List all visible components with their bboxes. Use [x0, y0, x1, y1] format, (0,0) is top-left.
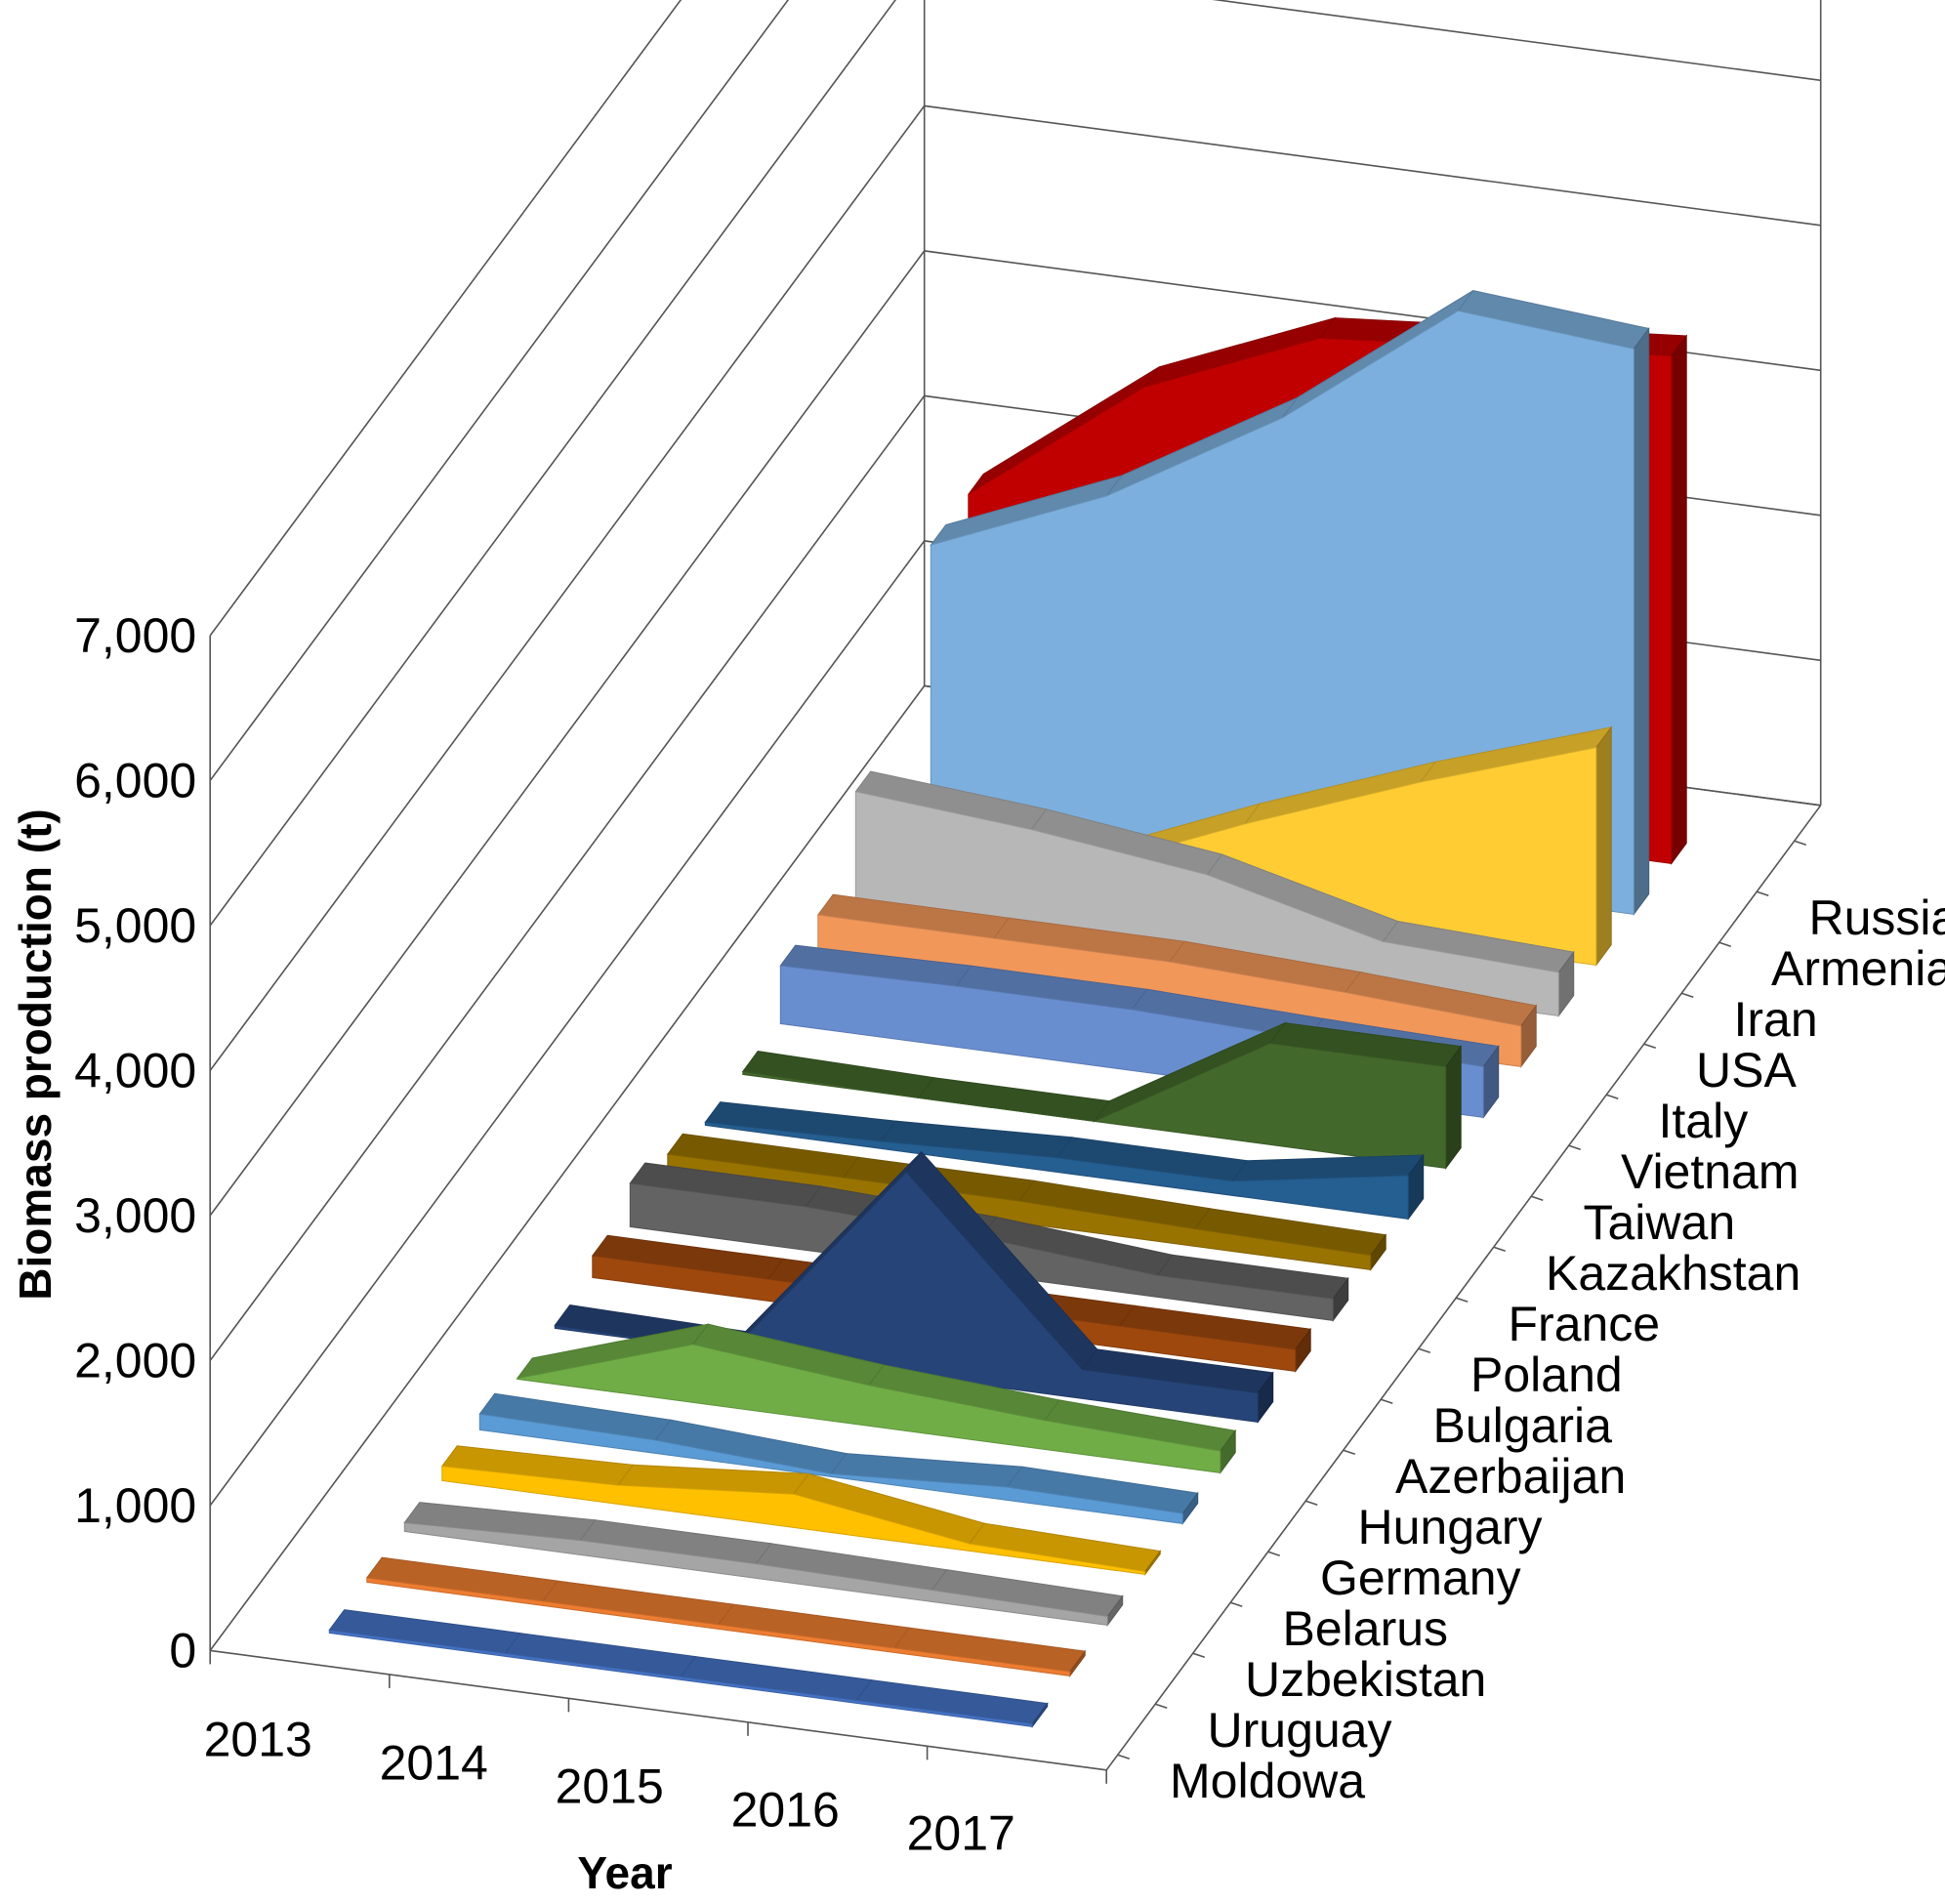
series-front-face	[704, 1121, 1409, 1220]
depth-tick-mark	[1418, 1347, 1431, 1353]
series-uzbekistan	[403, 1502, 1124, 1627]
x-tick-label: 2015	[556, 1759, 664, 1814]
series-azerbaijan	[554, 1150, 1274, 1424]
series-hungary	[516, 1323, 1237, 1474]
series-top-surface	[741, 1051, 935, 1098]
y-axis-title: Biomass production (t)	[10, 808, 61, 1300]
series-front-face	[328, 1629, 1033, 1727]
depth-tick-mark	[1343, 1449, 1356, 1455]
series-front-face	[366, 1577, 1071, 1676]
series-germany	[478, 1392, 1199, 1525]
floor-axes	[210, 805, 1822, 1771]
category-label-poland: Poland	[1470, 1347, 1623, 1402]
y-axis-ticks: 0 1,000 2,000 3,000 4,000 5,000 6,000 7,000	[74, 608, 196, 1678]
depth-tick-mark	[1718, 941, 1732, 947]
y-tick-label: 3,000	[74, 1188, 196, 1243]
x-tick-label: 2013	[204, 1713, 312, 1767]
depth-tick-mark	[1643, 1043, 1657, 1049]
x-axis-line	[210, 1649, 1107, 1771]
y-tick-label: 6,000	[74, 753, 196, 807]
y-tick-label: 4,000	[74, 1043, 196, 1097]
gridline	[209, 0, 1821, 927]
category-label-france: France	[1509, 1297, 1661, 1351]
category-label-bulgaria: Bulgaria	[1433, 1398, 1613, 1453]
series-belarus	[440, 1445, 1162, 1576]
series-category-labels: MoldowaUruguayUzbekistanBelarusGermanyHu…	[1117, 840, 1945, 1808]
series-end-face	[1445, 1045, 1462, 1170]
depth-tick-mark	[1117, 1754, 1131, 1759]
series-top-surface	[917, 1077, 1111, 1122]
category-label-hungary: Hungary	[1358, 1500, 1543, 1554]
x-tick-label: 2016	[731, 1783, 840, 1838]
category-label-germany: Germany	[1320, 1551, 1521, 1605]
chart-walls	[209, 0, 1822, 1651]
series-moldowa	[328, 1609, 1049, 1728]
series-top-surface	[855, 1679, 1049, 1724]
series-layer	[328, 290, 1688, 1728]
gridline	[209, 0, 683, 637]
series-front-face	[554, 1171, 1259, 1423]
depth-tick-mark	[1455, 1297, 1469, 1303]
y-tick-label: 5,000	[74, 898, 196, 953]
category-label-belarus: Belarus	[1283, 1601, 1449, 1656]
category-label-usa: USA	[1696, 1043, 1797, 1097]
depth-tick-mark	[1229, 1601, 1243, 1607]
depth-tick-mark	[1493, 1246, 1507, 1252]
series-top-surface	[328, 1609, 521, 1654]
series-front-face	[742, 1042, 1447, 1169]
series-top-surface	[968, 1522, 1162, 1572]
x-tick-label: 2014	[380, 1736, 488, 1791]
y-tick-label: 1,000	[74, 1478, 196, 1533]
depth-tick-mark	[1680, 992, 1694, 998]
gridline	[209, 0, 790, 781]
series-front-face	[854, 791, 1559, 1016]
category-label-italy: Italy	[1659, 1094, 1749, 1148]
depth-axis-line	[1105, 805, 1822, 1771]
depth-tick-mark	[1380, 1398, 1393, 1404]
depth-tick-mark	[1530, 1195, 1544, 1201]
depth-tick-mark	[1756, 890, 1769, 896]
x-axis-ticks: 2013 2014 2015 2016 2017	[204, 1650, 1107, 1861]
depth-tick-mark	[1192, 1652, 1206, 1658]
series-top-surface	[680, 1656, 873, 1701]
series-end-face	[1633, 326, 1650, 916]
category-label-azerbaijan: Azerbaijan	[1395, 1449, 1626, 1504]
category-label-taiwan: Taiwan	[1584, 1195, 1736, 1250]
series-front-face	[403, 1521, 1108, 1626]
category-label-uruguay: Uruguay	[1208, 1703, 1392, 1758]
series-end-face	[1671, 334, 1687, 865]
series-top-surface	[504, 1633, 697, 1677]
depth-tick-mark	[1267, 1551, 1281, 1556]
depth-tick-mark	[1568, 1144, 1582, 1150]
series-uruguay	[365, 1556, 1087, 1677]
category-label-iran: Iran	[1734, 992, 1818, 1047]
series-front-face	[478, 1413, 1183, 1524]
x-axis-title: Year	[577, 1847, 672, 1898]
y-tick-label: 2,000	[74, 1333, 196, 1387]
series-front-face	[517, 1344, 1221, 1473]
category-label-kazakhstan: Kazakhstan	[1546, 1246, 1800, 1301]
series-usa	[854, 770, 1575, 1017]
y-tick-label: 0	[169, 1623, 196, 1677]
x-tick-label: 2017	[907, 1806, 1015, 1861]
category-label-armenia: Armenia	[1771, 941, 1945, 996]
depth-tick-mark	[1154, 1703, 1168, 1709]
series-front-face	[441, 1466, 1146, 1575]
series-kazakhstan	[704, 1101, 1425, 1221]
depth-tick-mark	[1605, 1094, 1619, 1099]
series-front-face	[667, 1153, 1372, 1270]
series-end-face	[1595, 725, 1612, 967]
category-label-moldowa: Moldowa	[1170, 1754, 1365, 1808]
y-tick-label: 7,000	[74, 608, 196, 663]
depth-tick-mark	[1794, 840, 1807, 846]
category-label-vietnam: Vietnam	[1621, 1144, 1800, 1199]
category-label-uzbekistan: Uzbekistan	[1245, 1652, 1486, 1707]
series-taiwan	[741, 1021, 1463, 1170]
depth-tick-mark	[1304, 1500, 1318, 1506]
category-label-russia: Russia	[1809, 890, 1945, 945]
